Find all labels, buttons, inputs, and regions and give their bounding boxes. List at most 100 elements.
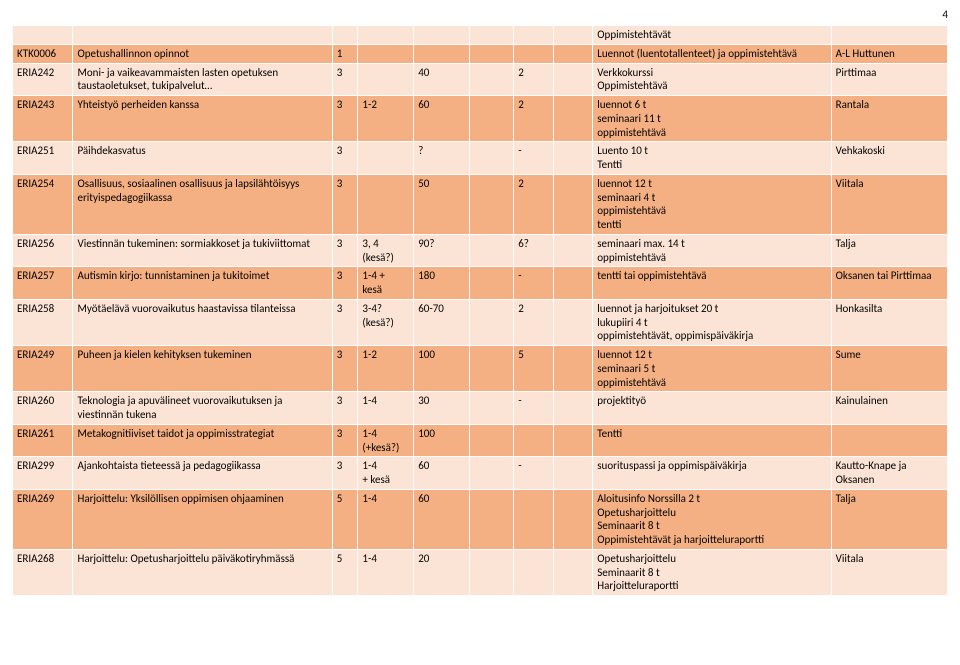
table-cell: 3, 4(kesä?) <box>358 234 414 267</box>
table-cell: Sume <box>831 346 947 392</box>
table-row: ERIA299Ajankohtaista tieteessä ja pedago… <box>13 457 948 490</box>
table-row: ERIA242Moni- ja vaikeavammaisten lasten … <box>13 63 948 96</box>
table-cell <box>553 26 593 45</box>
table-cell <box>470 234 514 267</box>
table-cell: Oksanen tai Pirttimaa <box>831 267 947 300</box>
table-cell: 2 <box>514 63 554 96</box>
table-cell: - <box>514 142 554 175</box>
table-cell <box>553 44 593 63</box>
table-cell <box>553 392 593 425</box>
table-cell: luennot 12 tseminaari 5 toppimistehtävä <box>593 346 831 392</box>
table-cell: Kainulainen <box>831 392 947 425</box>
table-cell <box>358 26 414 45</box>
table-cell: 180 <box>414 267 470 300</box>
table-cell: Luennot (luentotallenteet) ja oppimisteh… <box>593 44 831 63</box>
table-cell: Yhteistyö perheiden kanssa <box>73 96 332 142</box>
table-cell <box>553 63 593 96</box>
table-cell: Ajankohtaista tieteessä ja pedagogiikass… <box>73 457 332 490</box>
table-cell: Opetushallinnon opinnot <box>73 44 332 63</box>
table-cell <box>13 26 73 45</box>
table-cell: ERIA257 <box>13 267 73 300</box>
table-cell: 1-4 +kesä <box>358 267 414 300</box>
table-cell: Honkasilta <box>831 299 947 345</box>
table-cell: 1-4 <box>358 489 414 549</box>
table-cell: 3 <box>332 424 358 457</box>
table-cell: - <box>514 392 554 425</box>
table-cell: ERIA260 <box>13 392 73 425</box>
table-cell <box>414 44 470 63</box>
table-cell: Aloitusinfo Norssilla 2 tOpetusharjoitte… <box>593 489 831 549</box>
table-cell <box>553 96 593 142</box>
table-cell <box>73 26 332 45</box>
table-cell <box>470 549 514 595</box>
table-cell: tentti tai oppimistehtävä <box>593 267 831 300</box>
table-cell: VerkkokurssiOppimistehtävä <box>593 63 831 96</box>
table-cell: ERIA256 <box>13 234 73 267</box>
table-cell: ERIA254 <box>13 174 73 234</box>
table-cell: 3-4?(kesä?) <box>358 299 414 345</box>
table-cell: Luento 10 tTentti <box>593 142 831 175</box>
table-row: ERIA268Harjoittelu: Opetusharjoittelu pä… <box>13 549 948 595</box>
table-cell: ERIA243 <box>13 96 73 142</box>
table-cell: 100 <box>414 346 470 392</box>
table-cell: 40 <box>414 63 470 96</box>
table-cell <box>358 142 414 175</box>
table-cell: seminaari max. 14 toppimistehtävä <box>593 234 831 267</box>
table-cell: ERIA251 <box>13 142 73 175</box>
table-row: ERIA243Yhteistyö perheiden kanssa31-2602… <box>13 96 948 142</box>
table-cell: 1-4 <box>358 392 414 425</box>
table-cell: ERIA299 <box>13 457 73 490</box>
table-cell: 100 <box>414 424 470 457</box>
table-cell: ERIA258 <box>13 299 73 345</box>
table-cell <box>553 424 593 457</box>
table-cell: 3 <box>332 346 358 392</box>
table-cell: 3 <box>332 63 358 96</box>
table-cell: 5 <box>332 489 358 549</box>
table-cell: 6? <box>514 234 554 267</box>
table-cell <box>553 174 593 234</box>
table-cell: Metakognitiiviset taidot ja oppimisstrat… <box>73 424 332 457</box>
table-cell <box>514 424 554 457</box>
table-cell <box>470 392 514 425</box>
table-cell: 1-4 <box>358 549 414 595</box>
table-cell <box>553 299 593 345</box>
table-cell: 3 <box>332 96 358 142</box>
table-cell <box>470 26 514 45</box>
table-cell <box>470 174 514 234</box>
table-cell: - <box>514 457 554 490</box>
table-cell: OpetusharjoitteluSeminaarit 8 tHarjoitte… <box>593 549 831 595</box>
table-cell: ERIA269 <box>13 489 73 549</box>
table-cell: Talja <box>831 234 947 267</box>
table-cell <box>514 26 554 45</box>
table-cell: 50 <box>414 174 470 234</box>
table-cell: suorituspassi ja oppimispäiväkirja <box>593 457 831 490</box>
table-cell: Pirttimaa <box>831 63 947 96</box>
table-cell: 1 <box>332 44 358 63</box>
table-cell: Teknologia ja apuvälineet vuorovaikutuks… <box>73 392 332 425</box>
table-cell: 3 <box>332 457 358 490</box>
table-cell: Talja <box>831 489 947 549</box>
table-cell: Myötäelävä vuorovaikutus haastavissa til… <box>73 299 332 345</box>
table-cell: 5 <box>332 549 358 595</box>
table-cell: Päihdekasvatus <box>73 142 332 175</box>
table-cell <box>470 489 514 549</box>
table-cell <box>470 267 514 300</box>
course-table: OppimistehtävätKTK0006Opetushallinnon op… <box>12 25 948 596</box>
table-cell <box>553 457 593 490</box>
table-cell: Oppimistehtävät <box>593 26 831 45</box>
table-cell <box>831 26 947 45</box>
table-cell <box>470 346 514 392</box>
table-cell: ERIA268 <box>13 549 73 595</box>
table-cell: 3 <box>332 234 358 267</box>
table-row: Oppimistehtävät <box>13 26 948 45</box>
table-cell: Viestinnän tukeminen: sormiakkoset ja tu… <box>73 234 332 267</box>
table-cell: Vehkakoski <box>831 142 947 175</box>
table-cell: Tentti <box>593 424 831 457</box>
table-cell: 1-2 <box>358 346 414 392</box>
table-row: ERIA260Teknologia ja apuvälineet vuorova… <box>13 392 948 425</box>
table-cell <box>553 267 593 300</box>
table-cell: Autismin kirjo: tunnistaminen ja tukitoi… <box>73 267 332 300</box>
table-cell: 2 <box>514 299 554 345</box>
table-cell <box>470 96 514 142</box>
table-cell <box>514 44 554 63</box>
